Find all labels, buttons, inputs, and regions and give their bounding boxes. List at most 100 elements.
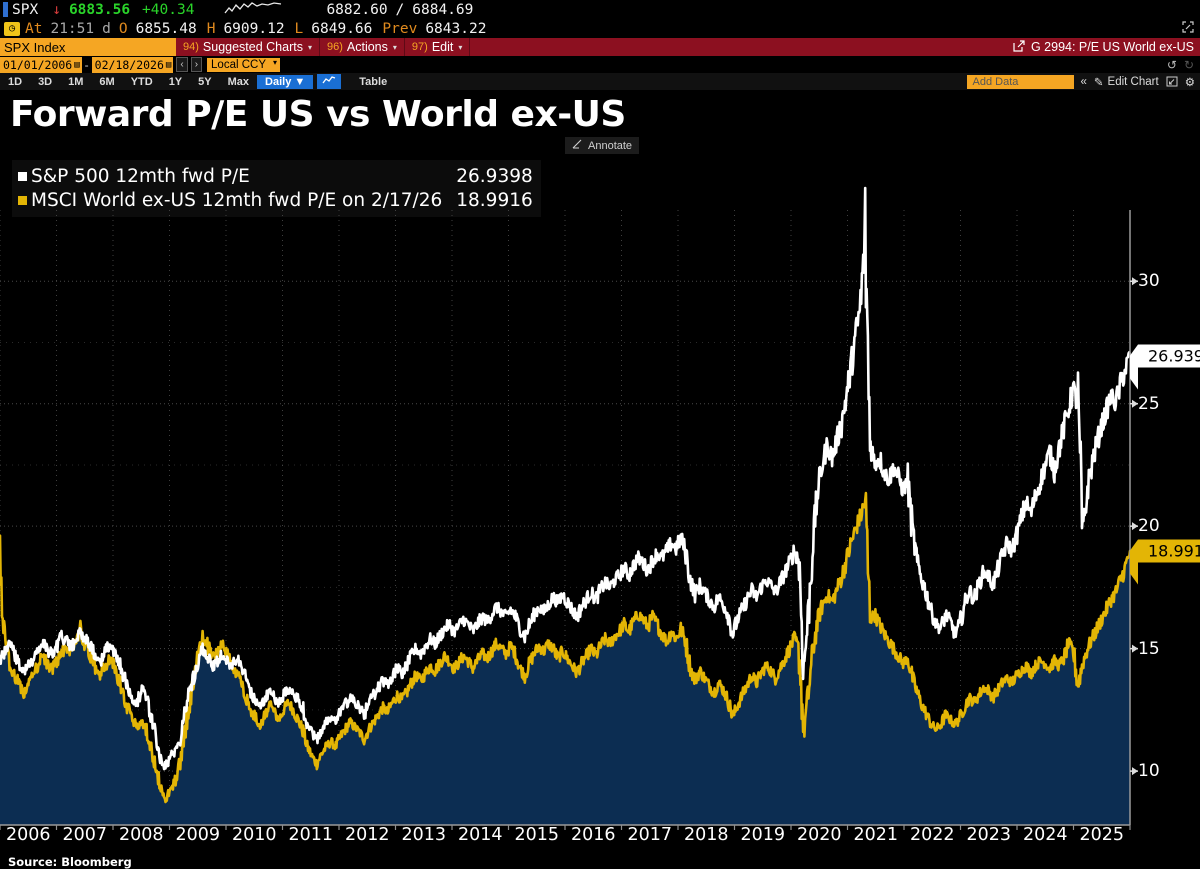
calendar-icon[interactable]: ▤ bbox=[166, 60, 171, 70]
ticker-ask: 6884.69 bbox=[412, 2, 473, 18]
ticker-symbol[interactable]: SPX bbox=[12, 2, 38, 18]
ticker-row-primary: SPX ↓ 6883.56 +40.34 6882.60 / 6884.69 bbox=[0, 0, 1200, 19]
x-axis-tick-label: 2015 bbox=[514, 825, 559, 845]
expand-window-icon[interactable] bbox=[1181, 20, 1195, 38]
pencil-icon: ✎ bbox=[1094, 75, 1104, 89]
direction-arrow-icon: ↓ bbox=[52, 2, 61, 18]
collapse-panel-button[interactable]: « bbox=[1081, 76, 1087, 88]
date-range-separator: - bbox=[85, 58, 89, 72]
fullscreen-icon[interactable] bbox=[1166, 76, 1178, 87]
start-date-value: 01/01/2006 bbox=[3, 58, 72, 72]
edit-chart-label: Edit Chart bbox=[1108, 76, 1159, 88]
ticker-change: +40.34 bbox=[142, 2, 194, 18]
menu-edit[interactable]: 97) Edit ▾ bbox=[405, 38, 470, 56]
table-view-button[interactable]: Table bbox=[351, 75, 395, 89]
menu-label: Suggested Charts bbox=[203, 40, 303, 54]
range-1y-button[interactable]: 1Y bbox=[161, 75, 190, 89]
y-axis-tick-label: 15 bbox=[1138, 639, 1160, 659]
menu-number: 94) bbox=[183, 41, 199, 53]
edit-chart-button[interactable]: ✎ Edit Chart bbox=[1094, 75, 1159, 89]
next-period-button[interactable]: › bbox=[191, 57, 202, 72]
x-axis-tick-label: 2019 bbox=[740, 825, 785, 845]
ticker-prev: 6843.22 bbox=[425, 21, 486, 37]
low-label: L bbox=[295, 21, 304, 37]
x-axis-tick-label: 2025 bbox=[1079, 825, 1124, 845]
chart-plot-area[interactable] bbox=[0, 90, 1200, 830]
x-axis-tick-label: 2016 bbox=[571, 825, 616, 845]
x-axis-tick-label: 2017 bbox=[627, 825, 672, 845]
menu-suggested-charts[interactable]: 94) Suggested Charts ▾ bbox=[176, 38, 320, 56]
x-axis-tick-label: 2024 bbox=[1023, 825, 1068, 845]
add-data-input[interactable]: Add Data bbox=[967, 75, 1074, 89]
range-ytd-button[interactable]: YTD bbox=[123, 75, 161, 89]
menu-number: 97) bbox=[412, 41, 428, 53]
x-axis-tick-label: 2008 bbox=[119, 825, 164, 845]
menu-number: 96) bbox=[327, 41, 343, 53]
redo-icon[interactable]: ↻ bbox=[1184, 58, 1194, 72]
prev-period-button[interactable]: ‹ bbox=[176, 57, 187, 72]
x-axis-tick-label: 2018 bbox=[684, 825, 729, 845]
open-external-icon[interactable] bbox=[1013, 40, 1025, 55]
ticker-open: 6855.48 bbox=[136, 21, 197, 37]
clock-icon: ◷ bbox=[4, 22, 20, 36]
calendar-icon[interactable]: ▤ bbox=[74, 60, 79, 70]
command-bar: SPX Index 94) Suggested Charts ▾ 96) Act… bbox=[0, 38, 1200, 56]
bid-ask-separator: / bbox=[396, 2, 405, 18]
gear-icon[interactable]: ⚙ bbox=[1185, 75, 1195, 89]
security-input[interactable]: SPX Index bbox=[0, 38, 176, 56]
ticker-high: 6909.12 bbox=[223, 21, 284, 37]
ticker-time: 21:51 bbox=[50, 21, 94, 37]
menu-label: Edit bbox=[432, 40, 454, 54]
line-chart-icon[interactable] bbox=[317, 74, 341, 89]
chart-toolbar: 1D 3D 1M 6M YTD 1Y 5Y Max Daily ▼ Table … bbox=[0, 73, 1200, 90]
start-date-input[interactable]: 01/01/2006 ▤ bbox=[0, 57, 82, 73]
menu-label: Actions bbox=[347, 40, 388, 54]
currency-selector[interactable]: Local CCY bbox=[207, 58, 280, 72]
range-5y-button[interactable]: 5Y bbox=[190, 75, 219, 89]
x-axis-tick-label: 2021 bbox=[853, 825, 898, 845]
y-axis-tick-label: 30 bbox=[1138, 271, 1160, 291]
ticker-low: 6849.66 bbox=[311, 21, 372, 37]
undo-icon[interactable]: ↺ bbox=[1167, 58, 1177, 72]
date-range-row: 01/01/2006 ▤ - 02/18/2026 ▤ ‹ › Local CC… bbox=[0, 56, 1200, 73]
x-axis-tick-label: 2007 bbox=[62, 825, 107, 845]
high-label: H bbox=[207, 21, 216, 37]
delay-label: d bbox=[102, 21, 111, 37]
command-bar-spacer bbox=[470, 38, 1007, 56]
at-label: At bbox=[25, 21, 42, 37]
chevron-down-icon: ▾ bbox=[308, 43, 312, 52]
current-value-flag-msci: 18.9916 bbox=[1138, 539, 1200, 562]
menu-actions[interactable]: 96) Actions ▾ bbox=[320, 38, 405, 56]
chevron-down-icon: ▾ bbox=[458, 43, 462, 52]
chevron-down-icon: ▾ bbox=[393, 43, 397, 52]
y-axis-tick-label: 20 bbox=[1138, 516, 1160, 536]
y-axis-tick-label: 10 bbox=[1138, 761, 1160, 781]
y-axis-tick-label: 25 bbox=[1138, 394, 1160, 414]
undo-redo-group: ↺ ↻ bbox=[1167, 58, 1200, 72]
range-1m-button[interactable]: 1M bbox=[60, 75, 91, 89]
x-axis-tick-label: 2009 bbox=[175, 825, 220, 845]
end-date-input[interactable]: 02/18/2026 ▤ bbox=[92, 57, 174, 73]
chart-identifier[interactable]: G 2994: P/E US World ex-US bbox=[1007, 38, 1200, 56]
security-color-bar bbox=[3, 2, 8, 17]
periodicity-selector[interactable]: Daily ▼ bbox=[257, 75, 313, 89]
x-axis-tick-label: 2011 bbox=[288, 825, 333, 845]
range-max-button[interactable]: Max bbox=[220, 75, 257, 89]
current-value-flag-sp500: 26.9398 bbox=[1138, 345, 1200, 368]
x-axis-tick-label: 2023 bbox=[966, 825, 1011, 845]
range-3d-button[interactable]: 3D bbox=[30, 75, 60, 89]
range-6m-button[interactable]: 6M bbox=[91, 75, 122, 89]
ticker-row-secondary: ◷ At 21:51 d O 6855.48 H 6909.12 L 6849.… bbox=[0, 19, 1200, 38]
sparkline-icon bbox=[224, 1, 282, 19]
x-axis-tick-label: 2006 bbox=[6, 825, 51, 845]
x-axis-tick-label: 2012 bbox=[345, 825, 390, 845]
x-axis-tick-label: 2013 bbox=[401, 825, 446, 845]
range-1d-button[interactable]: 1D bbox=[0, 75, 30, 89]
chart-identifier-label: G 2994: P/E US World ex-US bbox=[1031, 40, 1194, 54]
source-attribution: Source: Bloomberg bbox=[8, 855, 132, 869]
toolbar-right-group: Add Data « ✎ Edit Chart ⚙ bbox=[967, 75, 1200, 89]
prev-label: Prev bbox=[382, 21, 417, 37]
x-axis-tick-label: 2010 bbox=[232, 825, 277, 845]
open-label: O bbox=[119, 21, 128, 37]
